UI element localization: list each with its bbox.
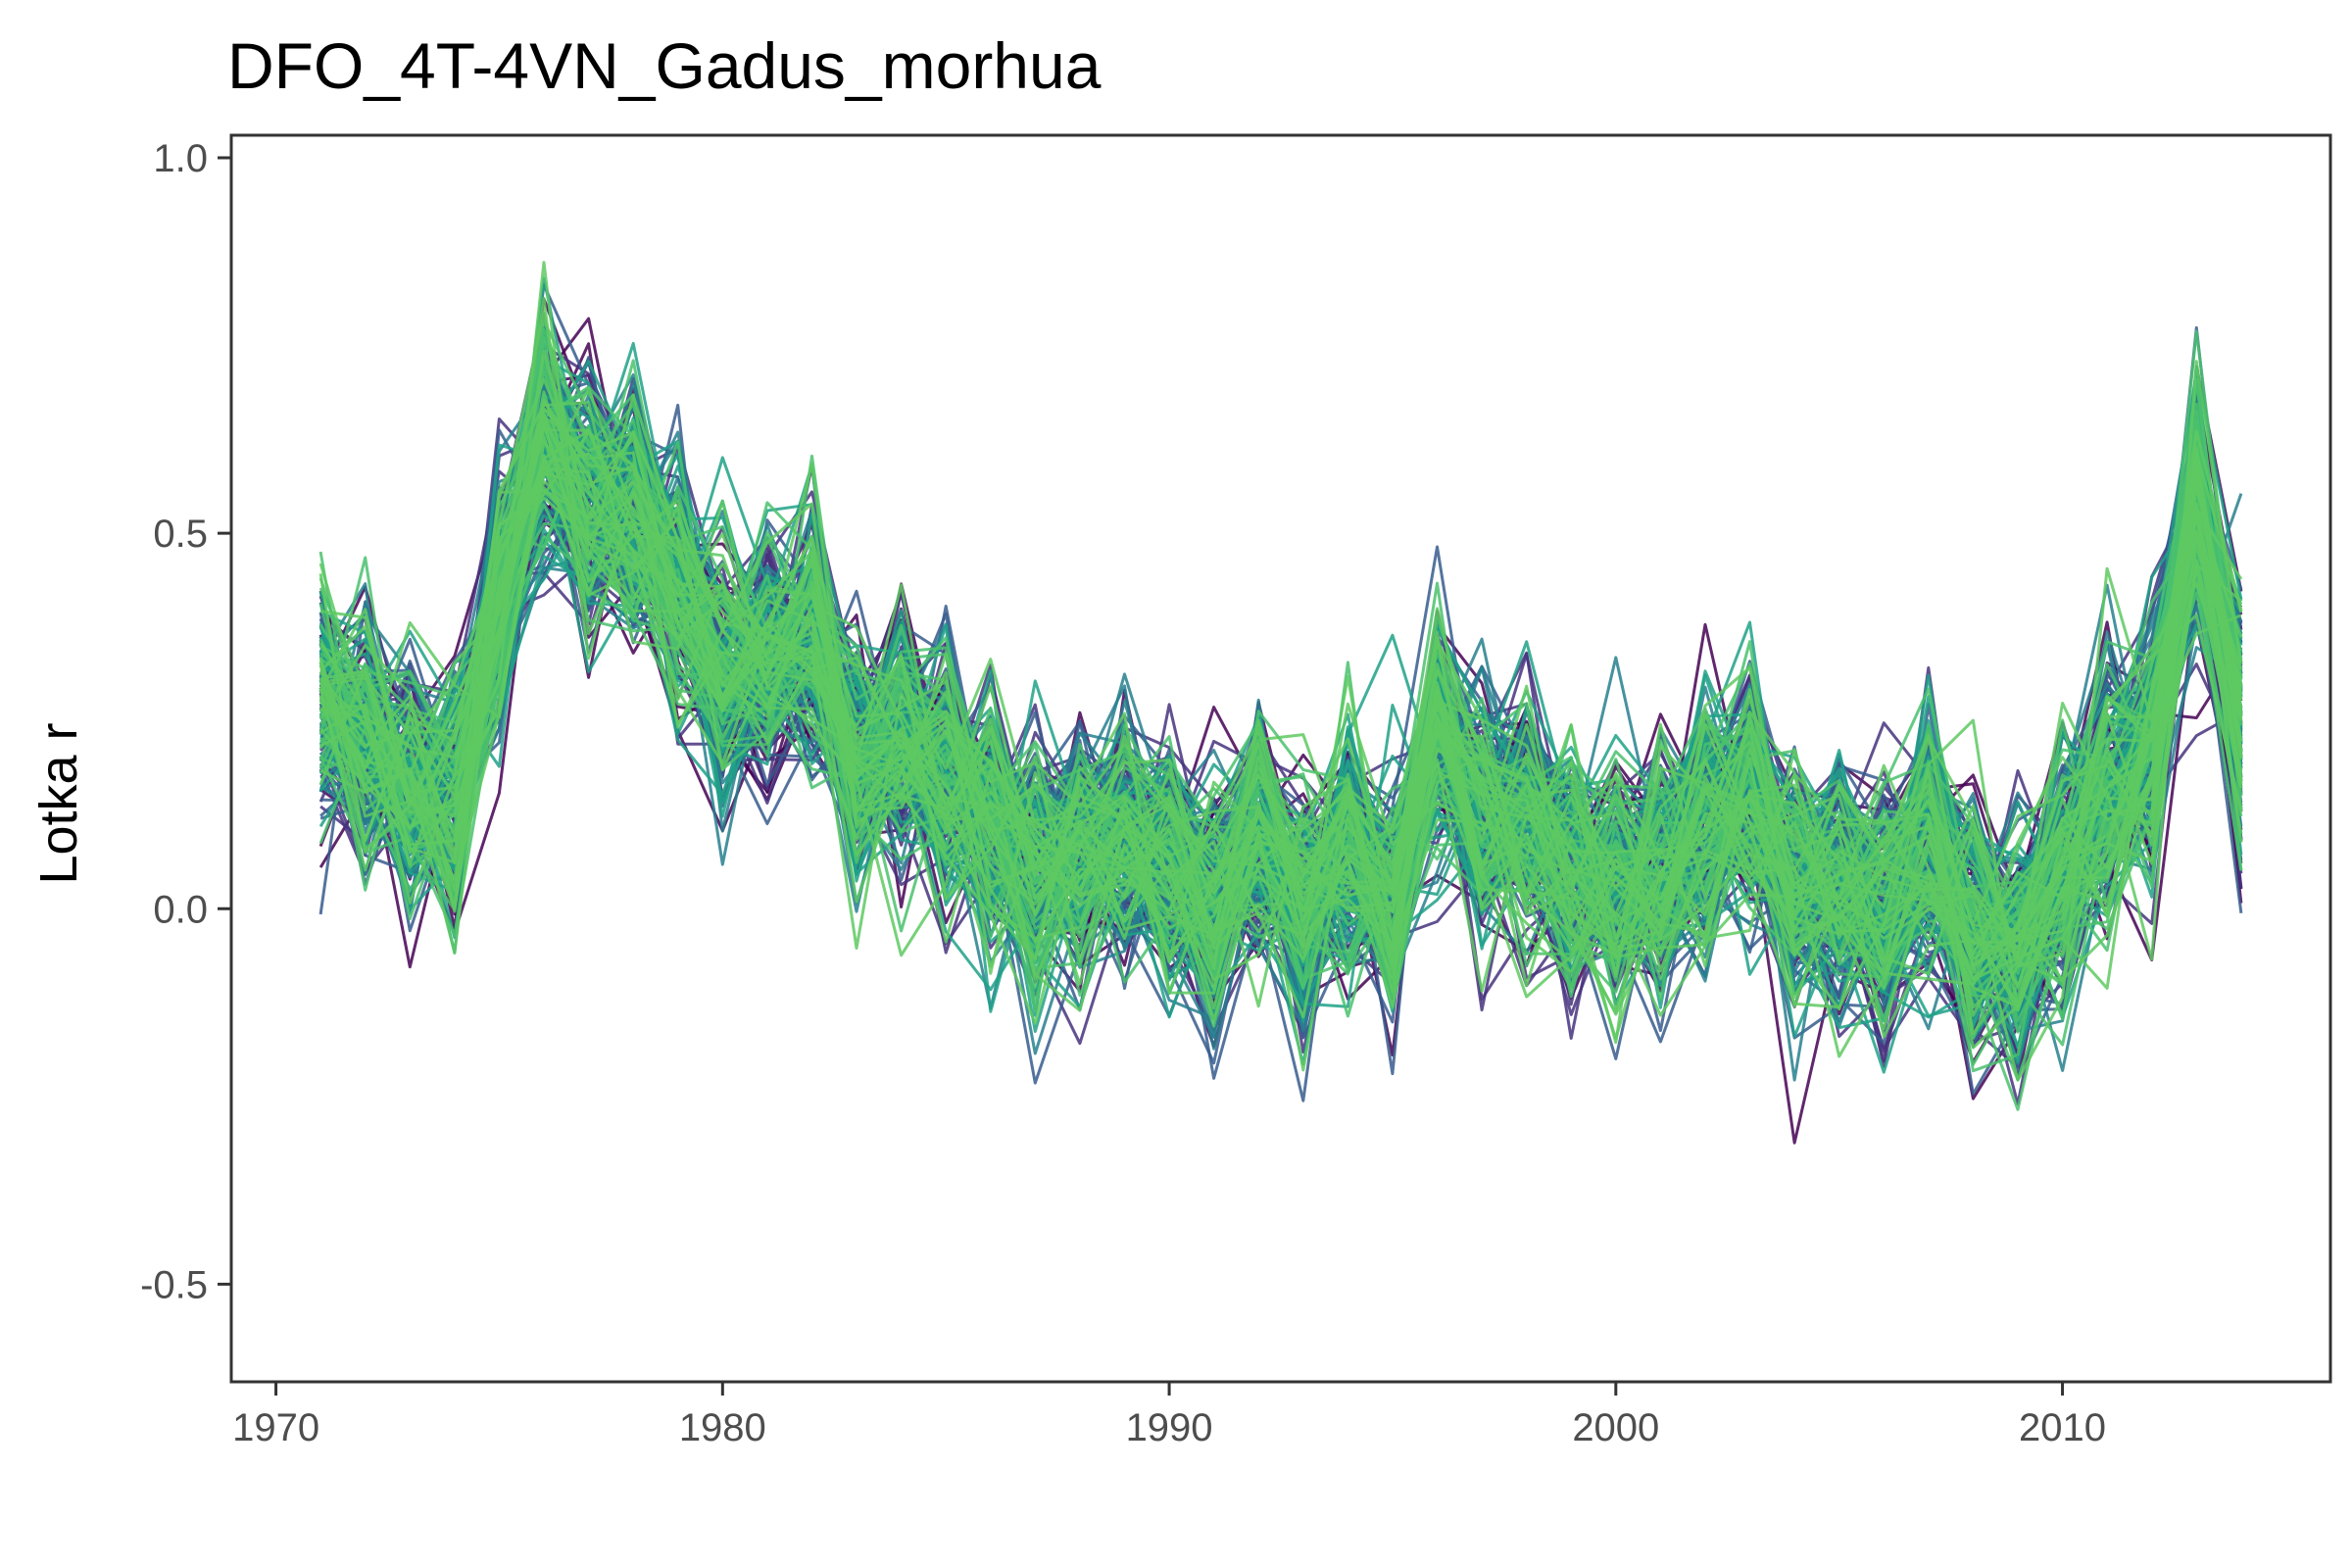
y-axis-label: Lotka r (29, 722, 88, 884)
x-axis: 1970 1980 1990 2000 2010 (232, 1382, 2106, 1449)
y-tick-label: 0.5 (153, 513, 208, 556)
x-tick-label: 1990 (1126, 1406, 1213, 1449)
series-line (318, 407, 2243, 975)
x-tick-label: 2000 (1572, 1406, 1659, 1449)
x-tick-label: 2010 (2019, 1406, 2106, 1449)
series-line (319, 261, 2243, 974)
x-tick-label: 1980 (679, 1406, 766, 1449)
series-lines (318, 261, 2243, 1145)
series-line (319, 452, 2243, 1039)
series-line (318, 350, 2243, 986)
series-line (318, 429, 2243, 989)
series-line (319, 377, 2243, 1072)
y-axis: 1.0 0.5 0.0 -0.5 (140, 137, 231, 1306)
y-tick-label: 0.0 (153, 888, 208, 931)
chart-title: DFO_4T-4VN_Gadus_morhua (227, 29, 1102, 102)
x-tick-label: 1970 (232, 1406, 319, 1449)
series-line (319, 424, 2243, 1006)
series-line (318, 311, 2243, 982)
series-line (318, 486, 2242, 980)
series-line (318, 441, 2243, 1022)
series-line (319, 464, 2243, 1040)
series-line (318, 421, 2243, 1016)
series-line (318, 418, 2243, 1019)
y-tick-label: 1.0 (153, 137, 208, 180)
plot-panel (229, 133, 2332, 1384)
series-line (319, 297, 2242, 1012)
y-tick-label: -0.5 (140, 1263, 208, 1306)
